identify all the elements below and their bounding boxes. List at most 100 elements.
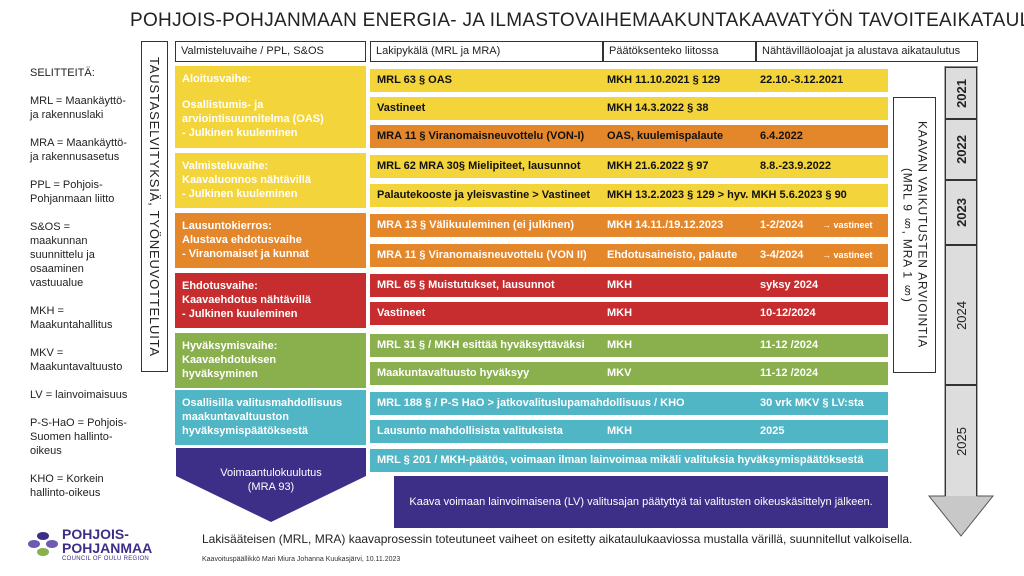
- background-studies-label: TAUSTASELVITYKSIÄ, TYÖNEUVOTTELUITA: [147, 56, 162, 357]
- row-law: Vastineet: [377, 307, 426, 319]
- effect-notice-line: (MRA 93): [247, 481, 295, 493]
- phase-start: Aloitusvaihe: Osallistumis- ja arviointi…: [175, 66, 366, 148]
- row-law: MRL 31 § / MKH esittää hyväksyttäväksi: [377, 339, 585, 351]
- row-schedule: 10-12/2024: [760, 307, 816, 319]
- effect-notice-arrow: [176, 448, 366, 522]
- legend-item: MKV = Maakuntavaltuusto: [30, 347, 123, 373]
- phase-line: arviointisuunnitelma (OAS): [182, 113, 324, 125]
- row-decision: MKH 21.6.2022 § 97: [607, 160, 709, 172]
- phase-line: Osallisilla valitusmahdollisuus: [182, 397, 343, 409]
- year-cell-2021: 2021: [945, 67, 977, 119]
- logo-text: POHJOIS-: [62, 526, 129, 542]
- impact-assessment-label: KAAVAN VAIKUTUSTEN ARVIOINTIA (MRL 9 §, …: [900, 121, 930, 348]
- year-cell-2022: 2022: [945, 119, 977, 180]
- phase-approval: Hyväksymisvaihe: Kaavaehdotuksen hyväksy…: [175, 333, 366, 388]
- table-row: Maakuntavaltuusto hyväksyy MKV 11-12 /20…: [370, 362, 888, 385]
- phase-line: maakuntavaltuuston: [182, 411, 289, 423]
- effect-notice-line: Voimaantulokuulutus: [220, 467, 322, 479]
- row-decision: OAS, kuulemispalaute: [607, 130, 724, 142]
- phase-line: Kaavaehdotuksen: [182, 354, 277, 366]
- row-law: MRL 65 § Muistutukset, lausunnot: [377, 279, 555, 291]
- phase-line: - Julkinen kuuleminen: [182, 188, 298, 200]
- impact-assessment-box: KAAVAN VAIKUTUSTEN ARVIOINTIA (MRL 9 §, …: [893, 97, 936, 373]
- logo-icon: [28, 532, 58, 556]
- phase-line: hyväksyminen: [182, 368, 258, 380]
- phase-line: Aloitusvaihe:: [182, 73, 252, 85]
- phase-line: Kaavaluonnos nähtävillä: [182, 174, 311, 186]
- legend-item: MKH = Maakuntahallitus: [30, 305, 113, 331]
- table-row: MRA 11 § Viranomaisneuvottelu (VON II) E…: [370, 244, 888, 267]
- year-cell-2025: 2025: [945, 385, 977, 496]
- year-label: 2022: [953, 135, 969, 164]
- phase-line: Osallistumis- ja: [182, 99, 264, 111]
- year-label: 2025: [953, 426, 969, 456]
- phase-line: Lausuntokierros:: [182, 220, 272, 232]
- phase-line: - Julkinen kuuleminen: [182, 127, 298, 139]
- legend-item: P-S-HaO = Pohjois-Suomen hallinto-oikeus: [30, 417, 127, 457]
- column-header-schedule: Nähtävilläoloajat ja alustava aikataulut…: [756, 41, 978, 62]
- row-schedule: 6.4.2022: [760, 130, 803, 142]
- phase-appeal: Osallisilla valitusmahdollisuus maakunta…: [175, 390, 366, 445]
- legend-item: KHO = Korkein hallinto-oikeus: [30, 473, 104, 499]
- year-label: 2021: [953, 78, 969, 108]
- row-decision: MKH 13.2.2023 § 129 > hyv. MKH 5.6.2023 …: [607, 189, 847, 201]
- footer-note: Lakisääteisen (MRL, MRA) kaavaprosessin …: [202, 532, 913, 546]
- phase-line: Kaavaehdotus nähtävillä: [182, 294, 311, 306]
- row-schedule: 11-12 /2024: [760, 339, 819, 351]
- phase-proposal: Ehdotusvaihe: Kaavaehdotus nähtävillä - …: [175, 273, 366, 328]
- table-row: Lausunto mahdollisista valituksista MKH …: [370, 420, 888, 443]
- table-row: MRL 31 § / MKH esittää hyväksyttäväksi M…: [370, 334, 888, 357]
- row-decision: MKH 14.11./19.12.2023: [607, 219, 724, 231]
- row-law: MRL 188 § / P-S HaO > jatkovalituslupama…: [377, 397, 685, 409]
- table-row: MRA 11 § Viranomaisneuvottelu (VON-I) OA…: [370, 125, 888, 148]
- column-header-decision: Päätöksenteko liitossa: [603, 41, 756, 62]
- table-row: Vastineet MKH 10-12/2024: [370, 302, 888, 325]
- row-decision: MKH 11.10.2021 § 129: [607, 74, 721, 86]
- row-law: Palautekooste ja yleisvastine > Vastinee…: [377, 189, 591, 201]
- table-row: MRL 65 § Muistutukset, lausunnot MKH syk…: [370, 274, 888, 297]
- legend-item: MRA = Maankäyttö- ja rakennusasetus: [30, 137, 127, 163]
- table-row: MRL 62 MRA 30§ Mielipiteet, lausunnot MK…: [370, 155, 888, 178]
- table-row: MRA 13 § Välikuuleminen (ei julkinen) MK…: [370, 214, 888, 237]
- row-tag: → vastineet: [822, 250, 873, 260]
- row-schedule: 1-2/2024: [760, 219, 804, 231]
- row-law: MRA 11 § Viranomaisneuvottelu (VON-I): [377, 130, 585, 142]
- row-tag: → vastineet: [822, 220, 873, 230]
- year-cell-2024: 2024: [945, 245, 977, 385]
- final-effect-box: Kaava voimaan lainvoimaisena (LV) valitu…: [394, 476, 888, 528]
- year-label: 2023: [953, 198, 969, 227]
- column-header-phase: Valmisteluvaihe / PPL, S&OS: [175, 41, 366, 62]
- row-law: MRL 63 § OAS: [377, 74, 452, 86]
- row-law: MRL 62 MRA 30§ Mielipiteet, lausunnot: [377, 160, 581, 172]
- year-label: 2024: [953, 300, 969, 330]
- phase-line: Valmisteluvaihe:: [182, 160, 269, 172]
- row-schedule: 30 vrk MKV § LV:sta: [760, 397, 864, 409]
- legend: SELITTEITÄ: MRL = Maankäyttö- ja rakennu…: [30, 66, 130, 514]
- row-tag-label: vastineet: [833, 220, 873, 230]
- row-law: MRA 13 § Välikuuleminen (ei julkinen): [377, 219, 575, 231]
- row-tag-label: vastineet: [833, 250, 873, 260]
- logo-subtext: COUNCIL OF OULU REGION: [62, 556, 150, 562]
- row-decision: MKH: [607, 425, 633, 437]
- effect-notice-label: Voimaantulokuulutus (MRA 93): [176, 466, 366, 494]
- phase-line: Alustava ehdotusvaihe: [182, 234, 302, 246]
- legend-item: PPL = Pohjois-Pohjanmaan liitto: [30, 179, 115, 205]
- legend-item: MRL = Maankäyttö- ja rakennuslaki: [30, 95, 126, 121]
- phase-line: hyväksymispäätöksestä: [182, 425, 308, 437]
- row-decision: MKH: [607, 307, 633, 319]
- background-studies-box: TAUSTASELVITYKSIÄ, TYÖNEUVOTTELUITA: [141, 41, 168, 372]
- row-decision: MKV: [607, 367, 632, 379]
- final-effect-text: Kaava voimaan lainvoimaisena (LV) valitu…: [409, 496, 873, 508]
- phase-line: - Julkinen kuuleminen: [182, 308, 298, 320]
- row-law: MRA 11 § Viranomaisneuvottelu (VON II): [377, 249, 587, 261]
- phase-line: - Viranomaiset ja kunnat: [182, 248, 309, 260]
- table-row: MRL 63 § OAS MKH 11.10.2021 § 129 22.10.…: [370, 69, 888, 92]
- logo-text: POHJANMAA: [62, 540, 153, 556]
- phase-line: Ehdotusvaihe:: [182, 280, 258, 292]
- phase-preparation: Valmisteluvaihe: Kaavaluonnos nähtävillä…: [175, 153, 366, 208]
- row-law: MRL § 201 / MKH-päätös, voimaan ilman la…: [377, 454, 864, 466]
- phase-line: Hyväksymisvaihe:: [182, 340, 278, 352]
- table-row: Vastineet MKH 14.3.2022 § 38: [370, 97, 888, 120]
- row-decision: MKH: [607, 279, 633, 291]
- legend-header: SELITTEITÄ:: [30, 67, 95, 79]
